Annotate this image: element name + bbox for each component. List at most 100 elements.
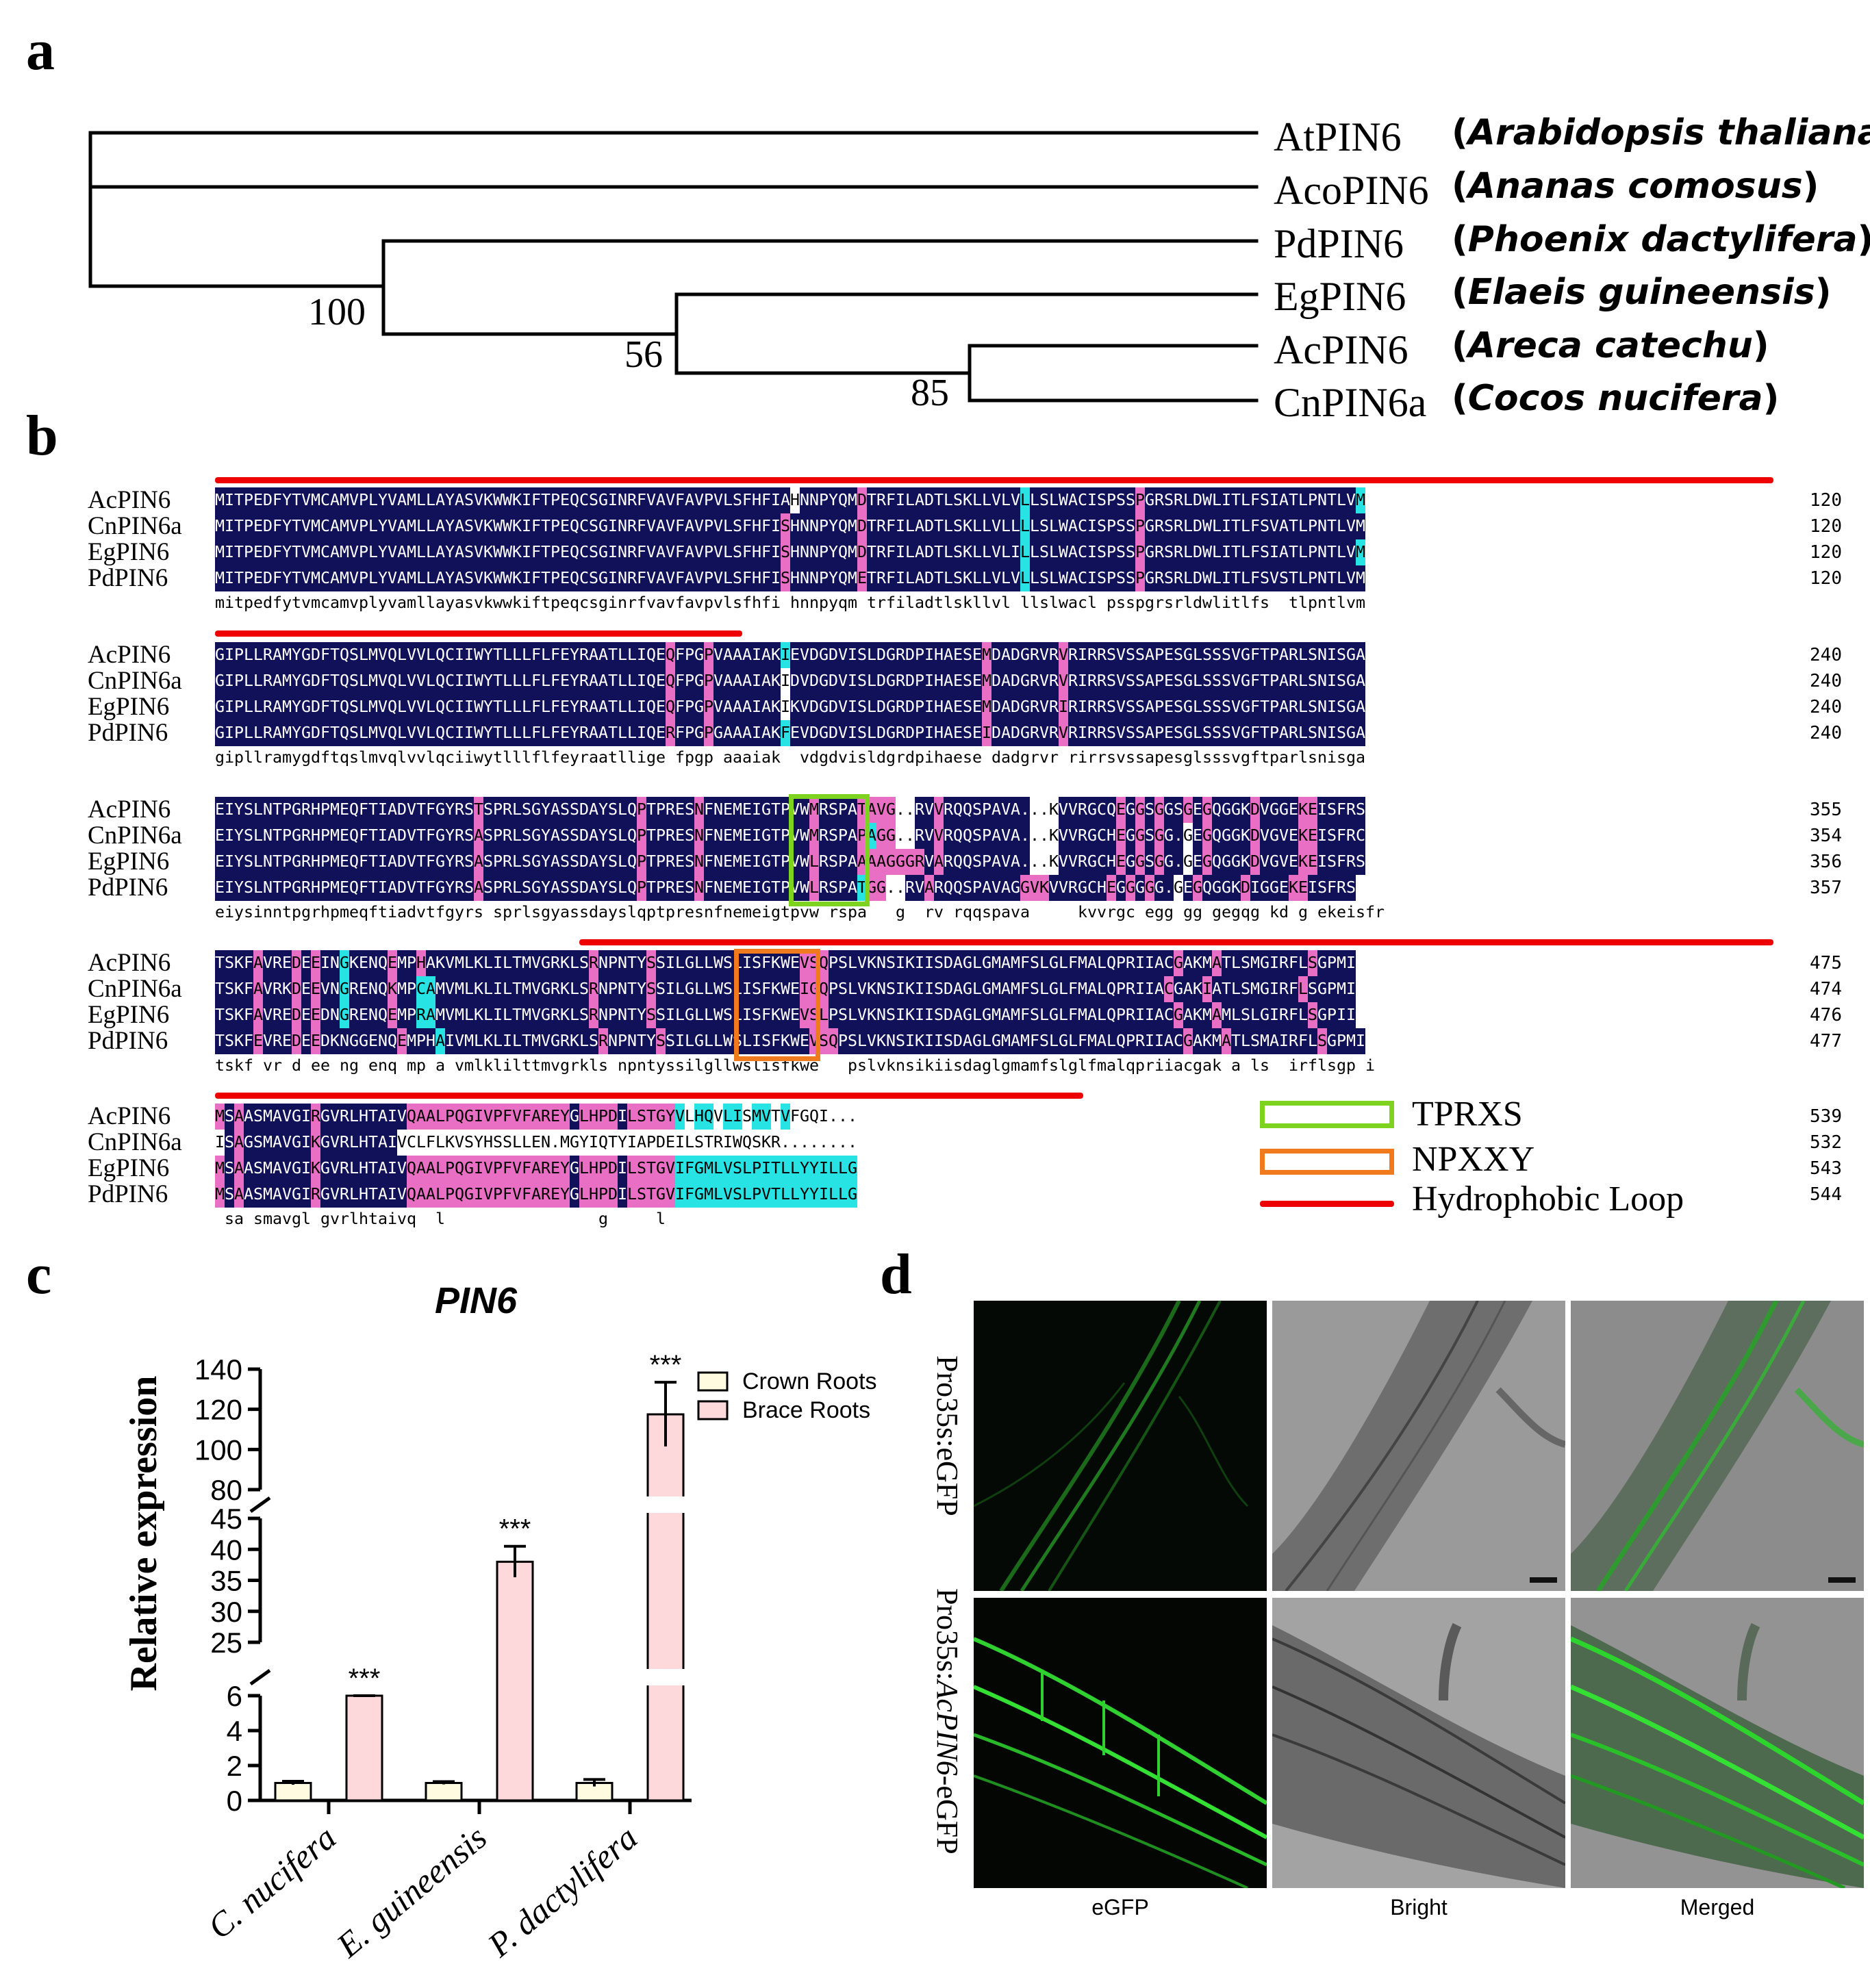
alignment-sequence-name: CnPIN6a: [88, 1128, 182, 1156]
alignment-position-number: 240: [1810, 645, 1842, 665]
alignment-sequence-name: EgPIN6: [88, 848, 170, 876]
bar: [425, 1782, 463, 1802]
bootstrap-value: 56: [624, 333, 663, 376]
alignment-sequence-name: EgPIN6: [88, 538, 170, 566]
alignment-sequence-row: EIYSLNTPGRHPMEQFTIADVTFGYRSASPRLSGYASSDA…: [215, 823, 1365, 849]
alignment-consensus: eiysinntpgrhpmeqftiadvtfgyrs sprlsgyassd…: [215, 903, 1385, 921]
y-tick-label: 40: [210, 1533, 242, 1566]
alignment-sequence-row: TSKFAVREDEEINGKENQEMPHAKVMLKLILTMVGRKLSR…: [215, 950, 1356, 976]
micrograph-bright-control: [1272, 1301, 1565, 1591]
alignment-sequence-row: GIPLLRAMYGDFTQSLMVQLVVLQCIIWYTLLLFLFEYRA…: [215, 694, 1365, 720]
taxon-gene: EgPIN6: [1274, 274, 1406, 319]
alignment-position-number: 544: [1810, 1184, 1842, 1205]
taxon-gene: CnPIN6a: [1274, 380, 1427, 425]
legend-label: Brace Roots: [742, 1397, 870, 1423]
alignment-position-number: 475: [1810, 953, 1842, 973]
alignment-sequence-name: AcPIN6: [88, 486, 171, 514]
bootstrap-value: 100: [308, 291, 366, 333]
x-tick-label: E. guineensis: [329, 1818, 494, 1965]
y-tick-label: 120: [194, 1394, 242, 1426]
alignment-sequence-name: CnPIN6a: [88, 821, 182, 850]
tprxs-legend-label: TPRXS: [1412, 1095, 1523, 1134]
alignment-consensus: sa smavgl gvrlhtaivq l g l: [225, 1210, 666, 1228]
alignment-sequence-row: MSAASMAVGIKGVRLHTAIVQAALPQGIVPFVFAREYGLH…: [215, 1156, 857, 1182]
alignment-position-number: 477: [1810, 1031, 1842, 1052]
taxon-species: (Phoenix dactylifera): [1452, 219, 1870, 260]
alignment-sequence-name: AcPIN6: [88, 795, 171, 824]
alignment-position-number: 356: [1810, 852, 1842, 872]
green-fluorescence-image: [974, 1301, 1249, 1591]
y-tick-label: 6: [227, 1680, 242, 1712]
legend-label: Crown Roots: [742, 1368, 877, 1394]
y-tick-label: 25: [210, 1627, 242, 1659]
chart-title: PIN6: [435, 1280, 518, 1321]
y-tick-label: 4: [227, 1715, 242, 1747]
alignment-position-number: 240: [1810, 671, 1842, 691]
taxon-species: (Ananas comosus): [1452, 166, 1819, 207]
taxon-gene: AcoPIN6: [1274, 168, 1429, 213]
alignment-position-number: 476: [1810, 1005, 1842, 1025]
axis-break-mark: [249, 1496, 271, 1514]
micrograph-egfp-acpin6: [974, 1598, 1267, 1888]
micrograph-egfp-control: [974, 1301, 1267, 1591]
legend-swatch: [697, 1400, 729, 1420]
alignment-consensus: gipllramygdftqslmvqlvvlqciiwytlllflfeyra…: [215, 748, 1366, 767]
alignment-sequence-name: PdPIN6: [88, 564, 168, 592]
alignment-sequence-row: EIYSLNTPGRHPMEQFTIADVTFGYRSASPRLSGYASSDA…: [215, 849, 1365, 875]
micrograph-row-label: Pro35s:eGFP: [931, 1355, 964, 1516]
alignment-sequence-name: EgPIN6: [88, 693, 170, 721]
y-tick-label: 80: [210, 1474, 242, 1506]
y-axis-label: Relative expression: [123, 1376, 165, 1692]
alignment-position-number: 357: [1810, 878, 1842, 898]
y-tick-label: 30: [210, 1596, 242, 1628]
tprxs-legend-swatch: [1260, 1101, 1394, 1128]
alignment-position-number: 120: [1810, 542, 1842, 563]
alignment-sequence-name: PdPIN6: [88, 1027, 168, 1055]
alignment-position-number: 240: [1810, 723, 1842, 743]
bootstrap-value: 85: [911, 372, 949, 414]
loop-legend-swatch: [1260, 1201, 1394, 1207]
alignment-position-number: 532: [1810, 1132, 1842, 1153]
npxxy-legend-label: NPXXY: [1412, 1140, 1535, 1179]
npxxy-motif-box: [734, 949, 820, 1061]
green-fluorescence-image: [974, 1637, 1267, 1888]
taxon-species: (Elaeis guineensis): [1452, 272, 1832, 313]
alignment-sequence-row: TSKFEVREDEEDKNGGENQEMPHAIVMLKLILTMVGRKLS…: [215, 1028, 1365, 1054]
alignment-sequence-name: AcPIN6: [88, 949, 171, 977]
bar-break-gap: [603, 1496, 685, 1513]
alignment-sequence-row: EIYSLNTPGRHPMEQFTIADVTFGYRSTSPRLSGYASSDA…: [215, 797, 1365, 823]
y-tick-label: 100: [194, 1433, 242, 1466]
micrograph-bright-acpin6: [1272, 1598, 1565, 1888]
alignment-sequence-name: CnPIN6a: [88, 667, 182, 695]
alignment-sequence-name: PdPIN6: [88, 719, 168, 747]
hydrophobic-loop-bar: [579, 939, 1773, 945]
alignment-sequence-row: GIPLLRAMYGDFTQSLMVQLVVLQCIIWYTLLLFLFEYRA…: [215, 668, 1365, 694]
hydrophobic-loop-bar: [215, 630, 742, 637]
alignment-sequence-row: MSAASMAVGIRGVRLHTAIVQAALPQGIVPFVFAREYGLH…: [215, 1104, 857, 1130]
panel-label-d: d: [880, 1242, 912, 1306]
y-tick-label: 35: [210, 1565, 242, 1597]
loop-legend-label: Hydrophobic Loop: [1412, 1180, 1684, 1219]
micrograph-merged-control: [1571, 1301, 1864, 1591]
hydrophobic-loop-bar: [215, 477, 1773, 483]
alignment-position-number: 474: [1810, 979, 1842, 999]
alignment-sequence-row: ISAGSMAVGIKGVRLHTAIVCLFLKVSYHSSLLEN.MGYI…: [215, 1130, 857, 1156]
merged-image: [1571, 1598, 1864, 1888]
bar: [646, 1413, 685, 1802]
npxxy-legend-swatch: [1260, 1149, 1394, 1175]
y-tick-label: 45: [210, 1503, 242, 1535]
x-tick-label: P. dactylifera: [480, 1818, 644, 1965]
alignment-sequence-row: MITPEDFYTVMCAMVPLYVAMLLAYASVKWWKIFTPEQCS…: [215, 539, 1365, 565]
hydrophobic-loop-bar: [215, 1093, 1083, 1099]
taxon-species: (Arabidopsis thaliana): [1452, 112, 1870, 153]
alignment-position-number: 543: [1810, 1158, 1842, 1179]
alignment-sequence-row: MITPEDFYTVMCAMVPLYVAMLLAYASVKWWKIFTPEQCS…: [215, 513, 1365, 539]
alignment-consensus: mitpedfytvmcamvplyvamllayasvkwwkiftpeqcs…: [215, 594, 1366, 612]
alignment-sequence-row: TSKFAVRKDEEVNGRENQKMPCAMVMLKLILTMVGRKLSR…: [215, 976, 1356, 1002]
significance-label: ***: [650, 1350, 682, 1380]
significance-label: ***: [499, 1514, 531, 1544]
significance-label: ***: [349, 1664, 381, 1694]
alignment-sequence-name: PdPIN6: [88, 874, 168, 902]
x-tick-label: C. nucifera: [201, 1818, 343, 1947]
